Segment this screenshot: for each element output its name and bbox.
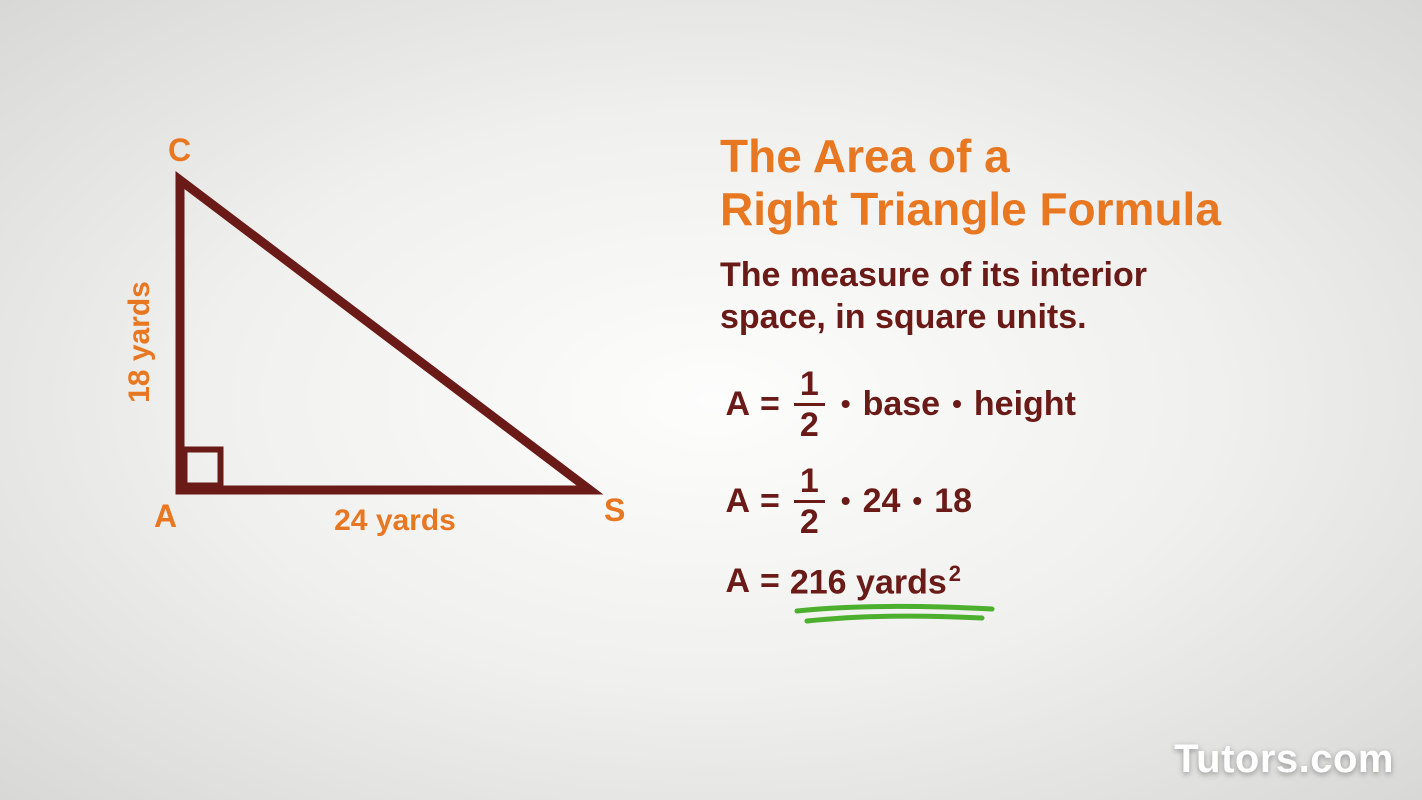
subtitle: The measure of its interior space, in sq… (720, 254, 1360, 339)
title: The Area of a Right Triangle Formula (720, 130, 1360, 236)
eq-result-value: 216 yards (790, 563, 947, 601)
triangle-shape (180, 180, 590, 490)
title-line2: Right Triangle Formula (720, 183, 1221, 235)
eq-equals: = (760, 385, 780, 424)
fraction-icon: 1 2 (794, 367, 825, 442)
eq-lhs: A (720, 562, 750, 601)
equation-row-2: A = 216 yards2 (720, 561, 1360, 602)
eq-term-24: 24 (863, 482, 901, 521)
frac-den: 2 (794, 503, 825, 539)
eq-lhs: A (720, 385, 750, 424)
dot-icon: • (950, 388, 964, 420)
triangle-diagram: C A S 18 yards 24 yards (80, 150, 640, 630)
slide-canvas: C A S 18 yards 24 yards The Area of a Ri… (0, 0, 1422, 800)
vertex-a-label: A (154, 498, 177, 535)
base-label: 24 yards (315, 504, 475, 538)
vertex-s-label: S (604, 492, 625, 529)
dot-icon: • (910, 485, 924, 517)
watermark: Tutors.com (1174, 737, 1394, 782)
frac-num: 1 (794, 464, 825, 500)
eq-result: 216 yards2 (790, 561, 961, 602)
vertex-c-label: C (168, 132, 191, 169)
height-label: 18 yards (123, 272, 157, 412)
underline-icon (792, 601, 1052, 631)
dot-icon: • (839, 485, 853, 517)
fraction-icon: 1 2 (794, 464, 825, 539)
eq-term-height: height (974, 385, 1076, 424)
subtitle-line2: space, in square units. (720, 298, 1087, 336)
content-panel: The Area of a Right Triangle Formula The… (720, 130, 1360, 624)
eq-term-base: base (863, 385, 941, 424)
eq-term-18: 18 (934, 482, 972, 521)
eq-lhs: A (720, 482, 750, 521)
eq-equals: = (760, 482, 780, 521)
subtitle-line1: The measure of its interior (720, 256, 1147, 294)
dot-icon: • (839, 388, 853, 420)
frac-num: 1 (794, 367, 825, 403)
equation-row-0: A = 1 2 • base • height (720, 367, 1360, 442)
eq-equals: = (760, 562, 780, 601)
frac-den: 2 (794, 406, 825, 442)
equation-row-1: A = 1 2 • 24 • 18 (720, 464, 1360, 539)
right-angle-box (185, 450, 221, 486)
eq-result-exp: 2 (949, 561, 961, 586)
title-line1: The Area of a (720, 130, 1010, 182)
